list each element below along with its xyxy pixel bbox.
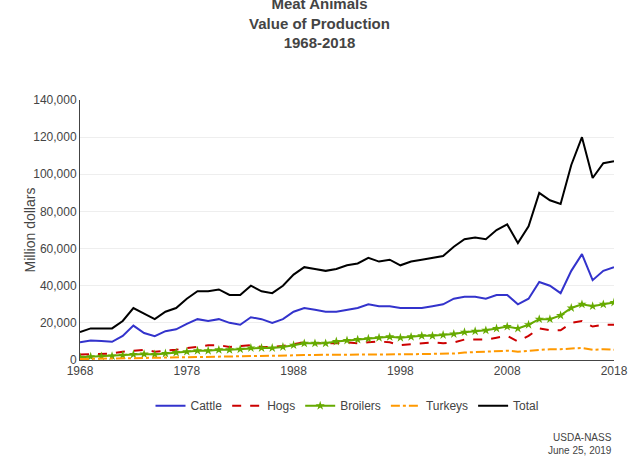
svg-text:Cattle: Cattle — [191, 399, 223, 413]
svg-text:Total: Total — [513, 399, 538, 413]
svg-text:60,000: 60,000 — [40, 242, 77, 256]
svg-text:1968: 1968 — [67, 364, 94, 378]
svg-text:1998: 1998 — [387, 364, 414, 378]
svg-text:0: 0 — [70, 353, 77, 367]
svg-text:80,000: 80,000 — [40, 205, 77, 219]
svg-text:2008: 2008 — [494, 364, 521, 378]
svg-text:140,000: 140,000 — [33, 93, 77, 107]
svg-text:1988: 1988 — [280, 364, 307, 378]
svg-text:Million dollars: Million dollars — [22, 188, 38, 273]
svg-text:USDA-NASSJune 25, 2019: USDA-NASSJune 25, 2019 — [548, 432, 612, 456]
svg-text:100,000: 100,000 — [33, 167, 77, 181]
svg-text:2018: 2018 — [601, 364, 628, 378]
svg-text:Meat AnimalsValue of Productio: Meat AnimalsValue of Production1968-2018 — [249, 0, 390, 51]
svg-text:40,000: 40,000 — [40, 279, 77, 293]
svg-text:Turkeys: Turkeys — [426, 399, 468, 413]
svg-text:Broilers: Broilers — [340, 399, 381, 413]
svg-text:120,000: 120,000 — [33, 130, 77, 144]
svg-text:Hogs: Hogs — [267, 399, 295, 413]
svg-text:1978: 1978 — [173, 364, 200, 378]
svg-text:20,000: 20,000 — [40, 316, 77, 330]
